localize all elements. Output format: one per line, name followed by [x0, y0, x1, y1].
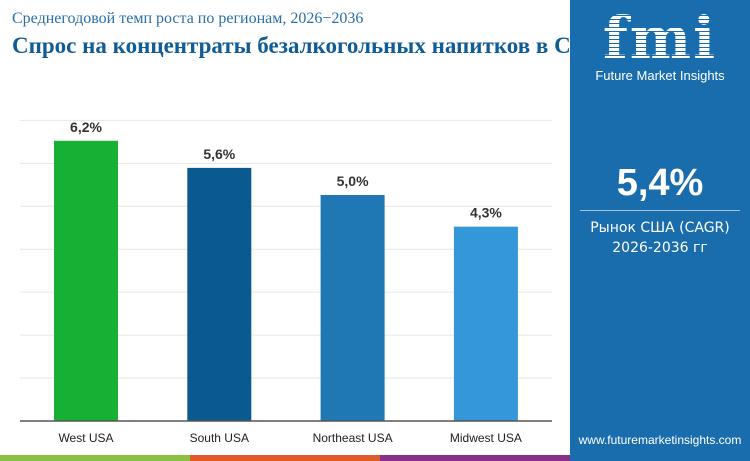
website-link[interactable]: www.futuremarketinsights.com: [578, 433, 742, 447]
x-tick-label: Midwest USA: [450, 431, 522, 445]
brand-name: Future Market Insights: [595, 68, 725, 83]
data-label: 4,3%: [470, 205, 502, 221]
bar-west-usa: [54, 140, 118, 421]
cagr-value: 5,4%: [616, 162, 704, 204]
cagr-label: Рынок США (CAGR): [590, 220, 730, 236]
data-label: 6,2%: [70, 119, 102, 135]
x-tick-label: Northeast USA: [313, 431, 393, 445]
cagr-period: 2026-2036 гг: [612, 240, 708, 256]
x-tick-label: South USA: [190, 431, 249, 445]
data-label: 5,0%: [337, 173, 369, 189]
bar-chart: 6,2% West USA 5,6% South USA 5,0% Northeast U…: [20, 119, 552, 445]
bar-northeast-usa: [320, 195, 385, 421]
bar-south-usa: [187, 167, 252, 421]
x-tick-label: West USA: [58, 431, 113, 445]
footer-stripe-purple: [380, 455, 570, 461]
fmi-logo: fmi: [570, 8, 750, 68]
chart-subtitle: Среднегодовой темп роста по регионам, 20…: [12, 10, 364, 27]
bar-midwest-usa: [453, 226, 518, 421]
divider: [580, 210, 740, 211]
chart-title: Спрос на концентраты безалкогольных напи…: [12, 33, 613, 58]
footer-stripe-green: [0, 455, 190, 461]
sidebar-panel: fmi Future Market Insights 5,4% Рынок СШ…: [570, 0, 750, 461]
data-label: 5,6%: [203, 146, 235, 162]
footer-stripe-orange: [190, 455, 380, 461]
